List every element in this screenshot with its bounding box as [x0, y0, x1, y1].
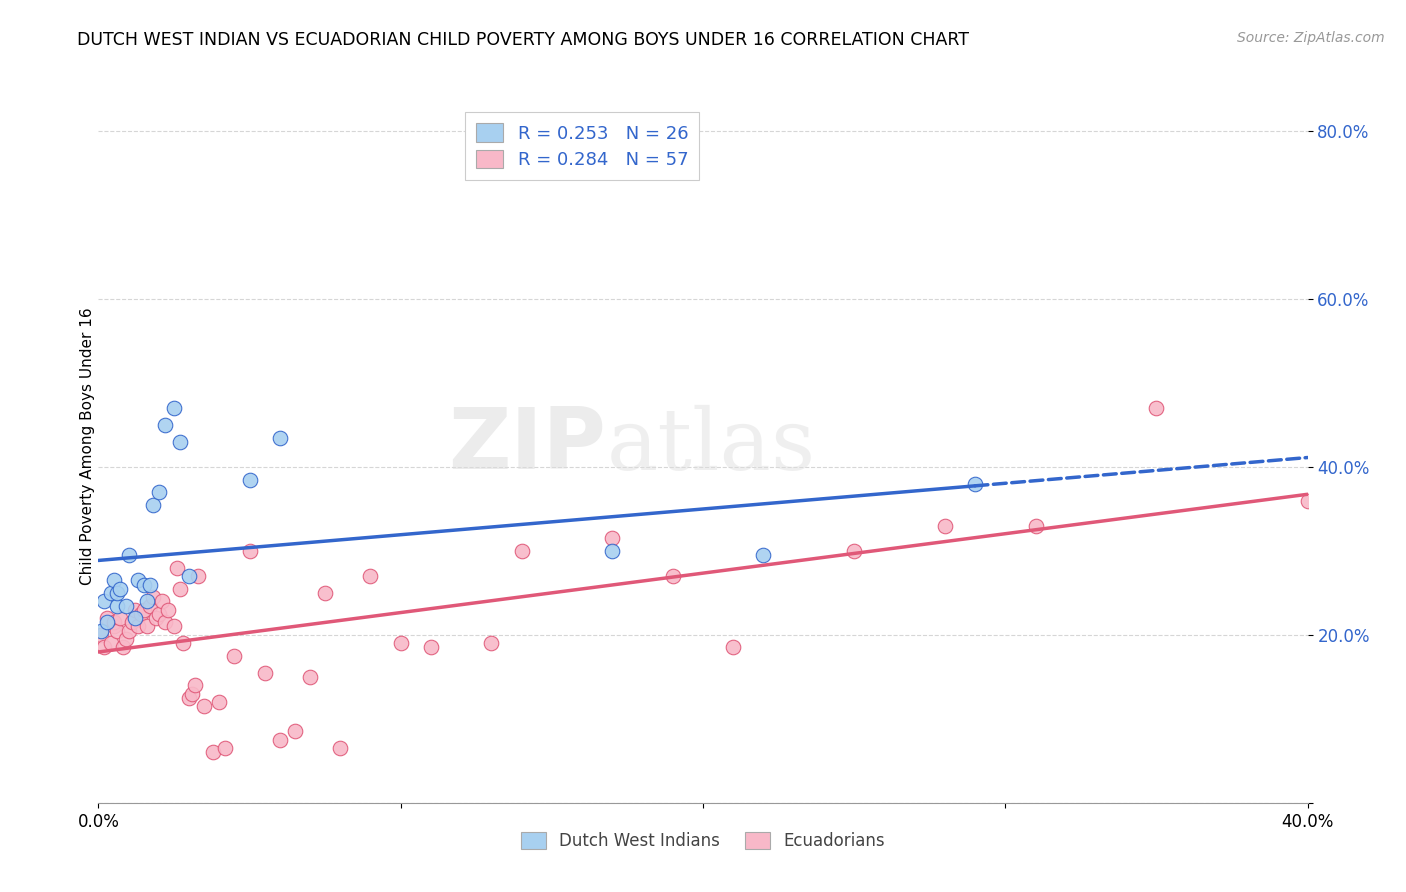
Point — [114, 599, 136, 613]
Point — [602, 532, 624, 546]
Point — [208, 695, 231, 709]
Point — [139, 599, 162, 613]
Point — [150, 594, 173, 608]
Point — [153, 615, 176, 630]
Point — [90, 628, 112, 642]
Point — [187, 569, 209, 583]
Point — [145, 611, 167, 625]
Point — [118, 548, 141, 562]
Point — [602, 544, 624, 558]
Point — [124, 603, 146, 617]
Text: atlas: atlas — [606, 404, 815, 488]
Text: Source: ZipAtlas.com: Source: ZipAtlas.com — [1237, 31, 1385, 45]
Point — [1024, 518, 1046, 533]
Point — [103, 615, 125, 630]
Point — [214, 741, 236, 756]
Point — [114, 632, 136, 646]
Point — [93, 640, 115, 655]
Point — [135, 594, 157, 608]
Y-axis label: Child Poverty Among Boys Under 16: Child Poverty Among Boys Under 16 — [80, 307, 94, 585]
Point — [723, 640, 745, 655]
Point — [239, 544, 262, 558]
Point — [172, 636, 194, 650]
Point — [1296, 493, 1319, 508]
Point — [148, 485, 170, 500]
Point — [202, 746, 225, 760]
Text: DUTCH WEST INDIAN VS ECUADORIAN CHILD POVERTY AMONG BOYS UNDER 16 CORRELATION CH: DUTCH WEST INDIAN VS ECUADORIAN CHILD PO… — [77, 31, 969, 49]
Text: ZIP: ZIP — [449, 404, 606, 488]
Point — [965, 476, 987, 491]
Point — [127, 574, 149, 588]
Point — [108, 582, 131, 596]
Point — [844, 544, 866, 558]
Point — [169, 434, 191, 449]
Point — [96, 611, 118, 625]
Point — [105, 599, 128, 613]
Point — [253, 665, 276, 680]
Point — [132, 603, 155, 617]
Point — [100, 586, 122, 600]
Point — [139, 577, 162, 591]
Point — [111, 640, 134, 655]
Point — [121, 615, 143, 630]
Point — [153, 417, 176, 432]
Point — [118, 624, 141, 638]
Point — [124, 611, 146, 625]
Point — [105, 586, 128, 600]
Point — [1144, 401, 1167, 416]
Point — [108, 611, 131, 625]
Point — [224, 648, 246, 663]
Point — [105, 624, 128, 638]
Point — [299, 670, 322, 684]
Point — [163, 401, 186, 416]
Point — [163, 619, 186, 633]
Point — [90, 624, 112, 638]
Point — [129, 607, 152, 621]
Point — [360, 569, 382, 583]
Point — [329, 741, 352, 756]
Point — [103, 574, 125, 588]
Point — [148, 607, 170, 621]
Point — [100, 636, 122, 650]
Point — [169, 582, 191, 596]
Point — [752, 548, 775, 562]
Point — [269, 732, 291, 747]
Point — [389, 636, 412, 650]
Legend: R = 0.253   N = 26, R = 0.284   N = 57: R = 0.253 N = 26, R = 0.284 N = 57 — [465, 112, 699, 180]
Point — [127, 619, 149, 633]
Point — [314, 586, 336, 600]
Point — [179, 690, 201, 705]
Point — [510, 544, 533, 558]
Point — [481, 636, 503, 650]
Point — [284, 724, 307, 739]
Point — [96, 615, 118, 630]
Point — [103, 619, 125, 633]
Point — [142, 590, 165, 604]
Point — [934, 518, 956, 533]
Point — [269, 431, 291, 445]
Point — [193, 699, 215, 714]
Point — [184, 678, 207, 692]
Point — [181, 687, 204, 701]
Point — [142, 498, 165, 512]
Point — [166, 560, 188, 574]
Point — [420, 640, 443, 655]
Point — [132, 577, 155, 591]
Point — [179, 569, 201, 583]
Point — [239, 473, 262, 487]
Point — [93, 594, 115, 608]
Point — [135, 619, 157, 633]
Point — [661, 569, 683, 583]
Point — [156, 603, 179, 617]
